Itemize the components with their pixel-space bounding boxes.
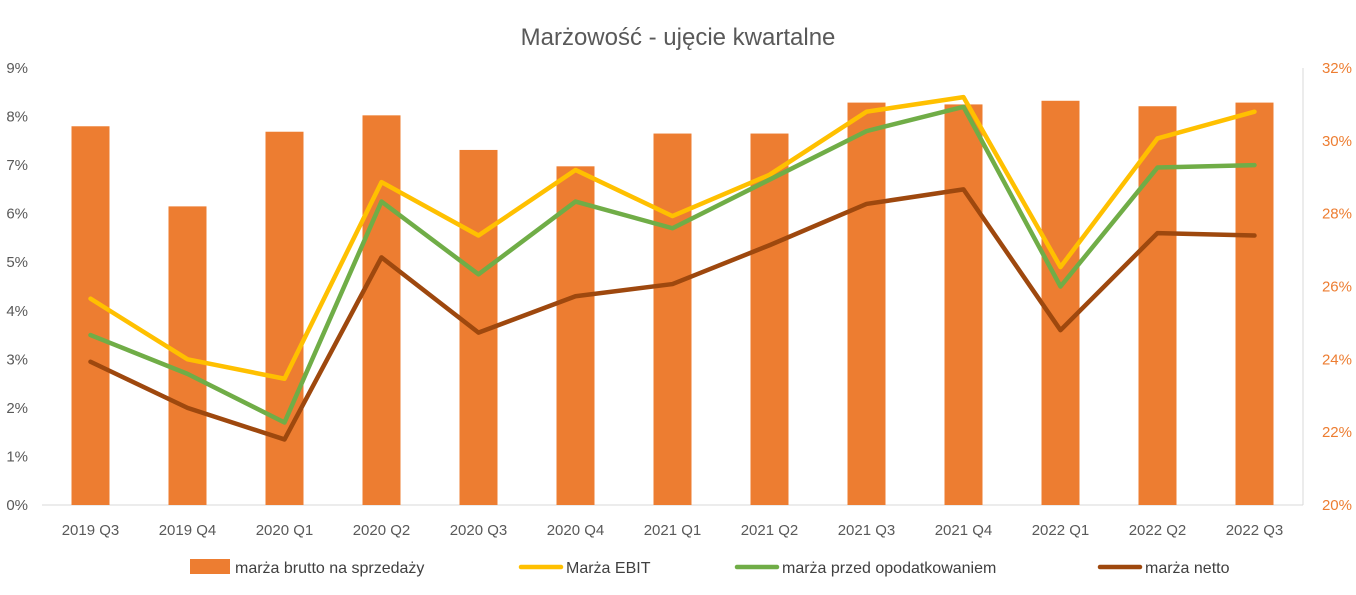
left-tick-label: 8%	[6, 109, 28, 126]
x-tick-label: 2022 Q3	[1226, 522, 1284, 539]
left-tick-label: 7%	[6, 157, 28, 174]
bar	[750, 133, 789, 506]
legend: marża brutto na sprzedaży Marża EBIT marża…	[190, 559, 1230, 577]
x-tick-label: 2020 Q1	[256, 522, 314, 539]
x-tick-label: 2020 Q2	[353, 522, 411, 539]
left-tick-label: 6%	[6, 206, 28, 223]
bar	[653, 133, 692, 506]
legend-label: marża netto	[1145, 560, 1230, 577]
left-tick-label: 4%	[6, 303, 28, 320]
x-tick-label: 2021 Q1	[644, 522, 702, 539]
left-tick-label: 3%	[6, 351, 28, 368]
right-tick-label: 30%	[1322, 133, 1352, 150]
bar	[1138, 106, 1177, 506]
x-tick-label: 2021 Q4	[935, 522, 993, 539]
bar	[362, 115, 401, 505]
right-tick-label: 28%	[1322, 206, 1352, 223]
bar	[71, 126, 110, 506]
right-tick-label: 20%	[1322, 497, 1352, 514]
chart-title: Marżowość - ujęcie kwartalne	[521, 24, 836, 51]
left-tick-label: 5%	[6, 254, 28, 271]
right-tick-label: 26%	[1322, 279, 1352, 296]
bar	[944, 104, 983, 506]
bar	[265, 131, 304, 505]
right-tick-label: 22%	[1322, 424, 1352, 441]
axes: 0% 1% 2% 3% 4% 5% 6% 7% 8% 9% 20% 22% 24% 26% 28% 30% 32…	[6, 60, 1352, 539]
bar-series	[71, 100, 1274, 506]
legend-label: marża brutto na sprzedaży	[235, 560, 424, 577]
bar	[1041, 100, 1080, 506]
x-tick-label: 2021 Q3	[838, 522, 896, 539]
x-tick-label: 2019 Q4	[159, 522, 217, 539]
legend-label: Marża EBIT	[566, 560, 651, 577]
bar	[168, 206, 207, 505]
bar	[556, 166, 595, 505]
left-tick-label: 2%	[6, 400, 28, 417]
left-tick-label: 9%	[6, 60, 28, 77]
bar	[1235, 102, 1274, 506]
x-tick-label: 2019 Q3	[62, 522, 120, 539]
x-tick-label: 2020 Q4	[547, 522, 605, 539]
line-series	[88, 94, 1257, 442]
bar	[847, 102, 886, 506]
x-tick-label: 2020 Q3	[450, 522, 508, 539]
right-tick-label: 32%	[1322, 60, 1352, 77]
legend-swatch-bar	[190, 559, 230, 574]
x-tick-label: 2022 Q1	[1032, 522, 1090, 539]
legend-label: marża przed opodatkowaniem	[782, 560, 996, 577]
left-tick-label: 0%	[6, 497, 28, 514]
x-tick-label: 2022 Q2	[1129, 522, 1187, 539]
left-tick-label: 1%	[6, 448, 28, 465]
x-tick-label: 2021 Q2	[741, 522, 799, 539]
right-tick-label: 24%	[1322, 351, 1352, 368]
